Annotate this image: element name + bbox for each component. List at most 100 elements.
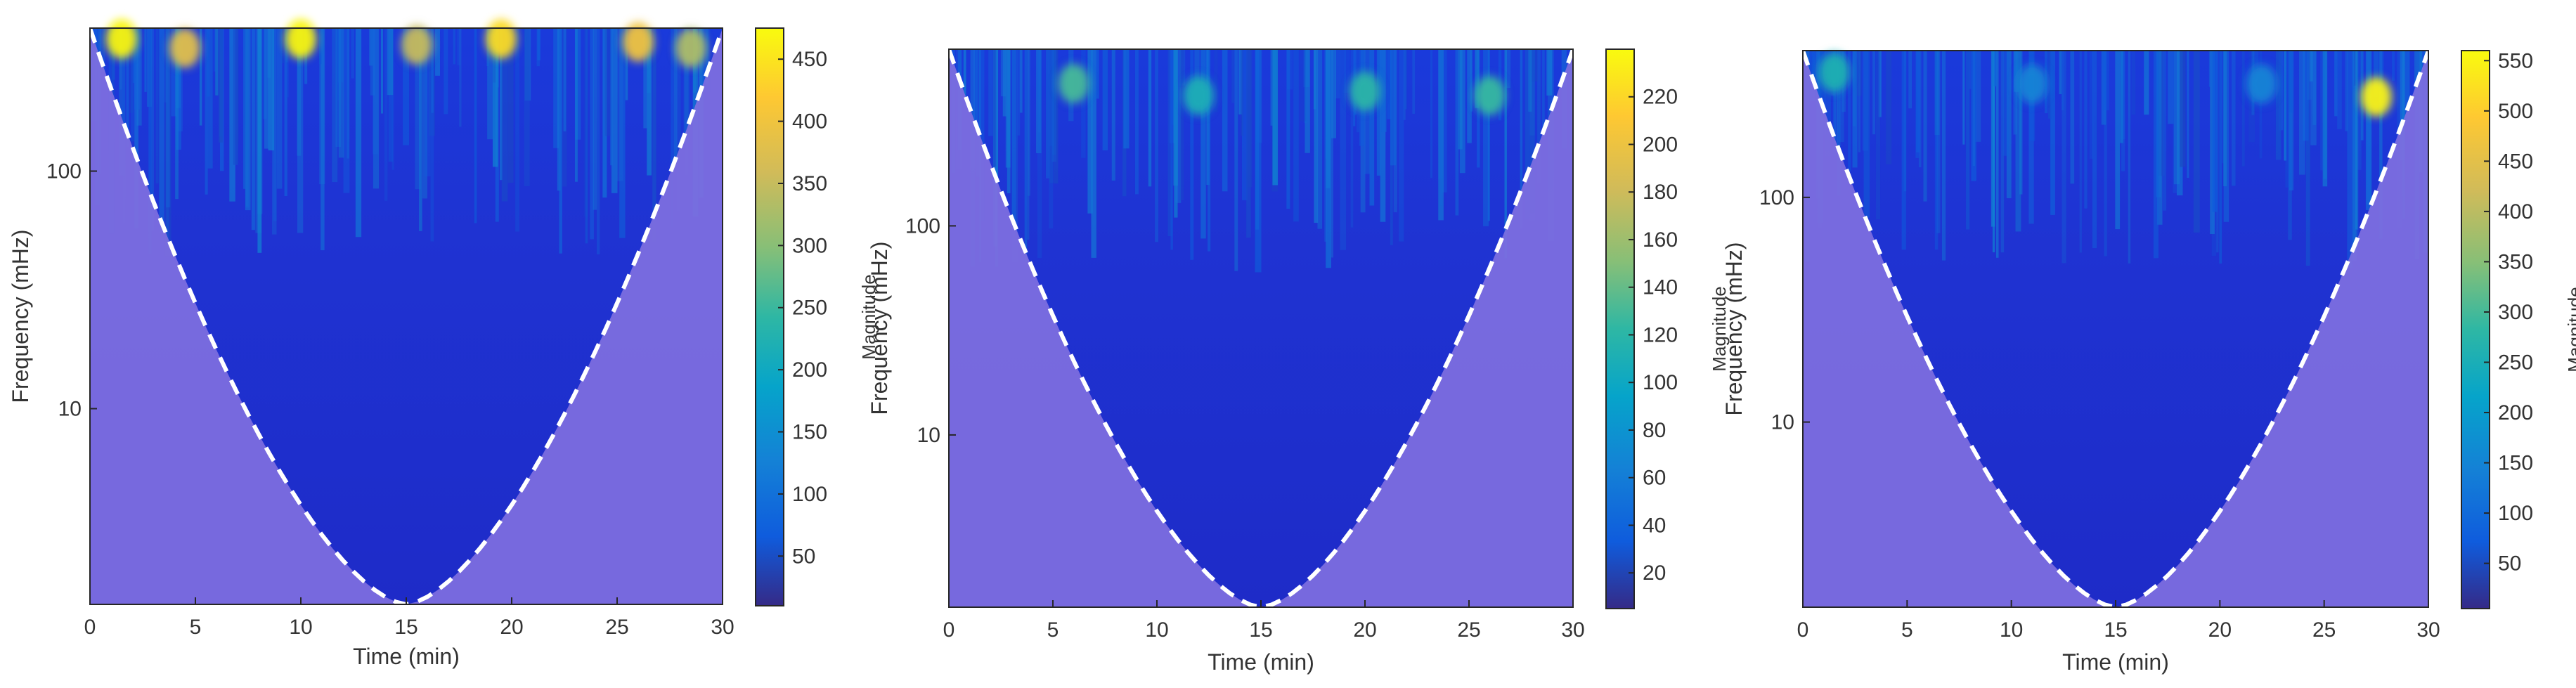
magnitude-hotspot <box>2017 64 2048 104</box>
texture-streak <box>2285 51 2292 188</box>
texture-streak <box>1995 51 1999 258</box>
texture-streak <box>1858 51 1860 152</box>
magnitude-hotspot <box>675 28 706 68</box>
texture-streak <box>1823 51 1826 135</box>
texture-streak <box>2334 51 2338 117</box>
texture-streak <box>1993 51 1997 86</box>
x-tick-label: 10 <box>289 616 312 639</box>
texture-streak <box>1878 51 1882 117</box>
texture-streak <box>430 28 434 242</box>
texture-streak <box>1286 49 1290 209</box>
texture-streak <box>2144 51 2149 115</box>
texture-streak <box>2173 51 2180 185</box>
colorbar-tick-label: 100 <box>2498 502 2533 525</box>
texture-streak <box>372 28 379 155</box>
texture-streak <box>131 28 135 142</box>
texture-streak <box>1404 49 1408 110</box>
colorbar-tick-label: 200 <box>792 358 827 382</box>
texture-streak <box>2000 51 2005 253</box>
magnitude-hotspot <box>1818 52 1850 92</box>
colorbar-tick-label: 80 <box>1643 419 1666 442</box>
texture-streak <box>257 28 263 214</box>
texture-streak <box>501 28 508 202</box>
texture-streak <box>1317 49 1323 229</box>
texture-streak <box>993 49 997 167</box>
texture-streak <box>1934 51 1939 250</box>
colorbar-tick-label: 200 <box>1643 133 1678 156</box>
texture-streak <box>343 28 350 193</box>
texture-streak <box>1923 51 1927 202</box>
colorbar-tick-label: 50 <box>2498 552 2521 576</box>
texture-streak <box>705 28 711 93</box>
hotspots <box>1818 52 2392 117</box>
texture-streak <box>126 28 129 148</box>
texture-streak <box>1918 51 1922 168</box>
texture-streak <box>1908 51 1912 109</box>
texture-streak <box>2416 51 2421 86</box>
texture-streak <box>229 28 235 202</box>
texture-streak <box>219 28 223 143</box>
texture-streak <box>199 28 202 126</box>
x-tick-label: 0 <box>1797 618 1809 642</box>
x-axis-label: Time (min) <box>353 644 460 669</box>
colorbar-tick-label: 350 <box>2498 250 2533 273</box>
colorbar-tick-label: 140 <box>1643 276 1678 299</box>
magnitude-hotspot <box>285 19 316 59</box>
texture-streak <box>2168 51 2174 124</box>
colorbar-tick-label: 450 <box>2498 150 2533 173</box>
texture-streak <box>273 28 277 221</box>
texture-streak <box>155 28 159 183</box>
texture-streak <box>610 28 613 166</box>
scalogram-panel-2: 0 5 10 15 20 25 30 10 100 Time (min) Frequency (mH… <box>867 48 1730 675</box>
texture-streak <box>1036 49 1042 153</box>
texture-streak <box>1240 49 1244 136</box>
colorbar-tick-label: 300 <box>792 234 827 257</box>
x-tick-label: 10 <box>1145 618 1168 642</box>
x-tick-label: 5 <box>1901 618 1913 642</box>
texture-streak <box>150 28 154 231</box>
texture-streak <box>453 28 455 65</box>
texture-streak <box>1238 49 1243 115</box>
texture-streak <box>148 28 152 254</box>
texture-streak <box>1272 49 1279 186</box>
texture-streak <box>559 28 562 254</box>
texture-streak <box>1520 49 1523 228</box>
texture-streak <box>684 28 689 175</box>
texture-streak <box>459 28 462 127</box>
texture-streak <box>2309 51 2313 82</box>
texture-streak <box>1546 49 1553 96</box>
texture-streak <box>1255 49 1262 273</box>
x-tick-label: 5 <box>190 616 202 639</box>
x-tick-label: 0 <box>943 618 955 642</box>
texture-streak <box>215 28 219 96</box>
texture-streak <box>1208 49 1211 252</box>
magnitude-hotspot <box>2246 64 2277 104</box>
texture-streak <box>297 28 304 233</box>
texture-streak <box>492 28 498 167</box>
texture-streak <box>2048 51 2052 119</box>
texture-streak <box>435 28 441 76</box>
texture-streak <box>387 28 394 96</box>
texture-streak <box>403 28 410 145</box>
texture-streak <box>251 28 255 231</box>
x-tick-label: 15 <box>2104 618 2127 642</box>
texture-streak <box>119 28 125 176</box>
texture-streak <box>1350 49 1354 228</box>
texture-streak <box>268 28 275 151</box>
texture-streak <box>2305 51 2310 266</box>
texture-streak <box>1017 49 1021 136</box>
texture-streak <box>373 28 380 189</box>
texture-streak <box>2259 51 2263 159</box>
texture-streak <box>144 28 147 92</box>
texture-streak <box>1049 49 1054 183</box>
texture-streak <box>1378 49 1383 87</box>
magnitude-texture <box>951 49 1574 273</box>
texture-streak <box>2062 51 2064 110</box>
texture-streak <box>1324 49 1327 242</box>
texture-streak <box>976 49 981 177</box>
texture-streak <box>1438 49 1444 221</box>
texture-streak <box>164 28 168 103</box>
texture-streak <box>159 28 164 233</box>
texture-streak <box>585 28 588 244</box>
cone-of-influence <box>90 28 723 604</box>
